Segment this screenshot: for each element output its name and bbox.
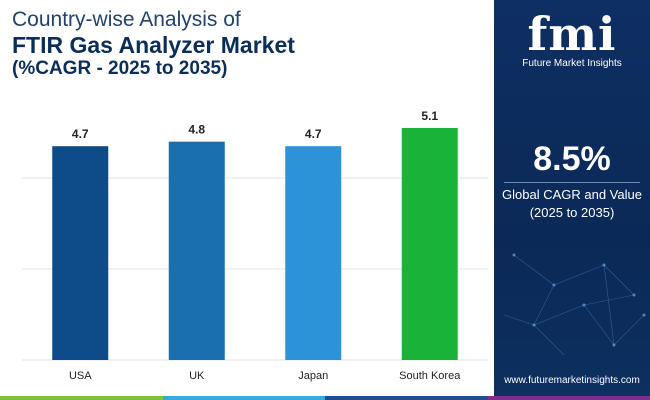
bar-japan xyxy=(285,146,342,360)
website-link[interactable]: www.futuremarketinsights.com xyxy=(504,375,640,386)
strip-segment xyxy=(325,396,488,400)
category-label: USA xyxy=(69,370,92,382)
bars xyxy=(52,128,458,360)
global-cagr-label: Global CAGR and Value (2025 to 2035) xyxy=(494,186,650,222)
data-label: 4.8 xyxy=(188,123,205,137)
logo-text: fmi xyxy=(527,7,617,61)
bottom-color-strip xyxy=(0,396,650,400)
side-panel: fmi Future Market Insights 8.5% Global C… xyxy=(494,0,650,400)
title-line-3: (%CAGR - 2025 to 2035) xyxy=(12,58,228,79)
logo-subtitle: Future Market Insights xyxy=(522,58,622,69)
chart-title: Country-wise Analysis of FTIR Gas Analyz… xyxy=(12,8,295,80)
bar-south-korea xyxy=(401,128,458,360)
strip-segment xyxy=(487,396,650,400)
bar-chart: 4.7 USA 4.8 UK 4.7 Japan 5.1 South Korea xyxy=(22,109,488,382)
data-label: 4.7 xyxy=(305,127,322,141)
data-label: 5.1 xyxy=(421,109,438,123)
global-cagr-value: 8.5% xyxy=(533,140,611,178)
cagr-label-line-2: (2025 to 2035) xyxy=(529,205,615,220)
strip-segment xyxy=(0,396,163,400)
title-line-1: Country-wise Analysis of xyxy=(12,8,241,31)
category-label: Japan xyxy=(298,370,328,382)
labels: 4.7 USA 4.8 UK 4.7 Japan 5.1 South Korea xyxy=(69,109,461,382)
title-line-2: FTIR Gas Analyzer Market xyxy=(12,32,295,58)
bar-usa xyxy=(52,146,109,360)
network-decoration xyxy=(503,253,646,356)
cagr-label-line-1: Global CAGR and Value xyxy=(502,187,642,202)
category-label: UK xyxy=(189,370,205,382)
data-label: 4.7 xyxy=(72,127,89,141)
divider xyxy=(504,182,640,183)
fmi-logo: fmi Future Market Insights xyxy=(494,6,650,69)
category-label: South Korea xyxy=(399,370,461,382)
strip-segment xyxy=(162,396,325,400)
bar-uk xyxy=(168,141,225,360)
